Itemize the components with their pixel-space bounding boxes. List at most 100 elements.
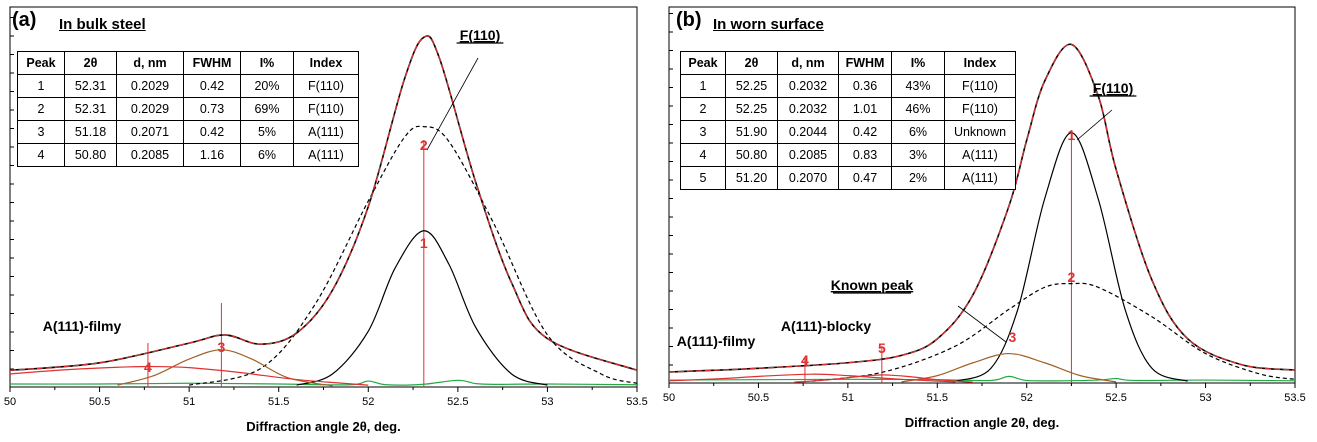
table-row: 1 52.31 0.2029 0.42 20% F(110) <box>17 74 359 98</box>
panel-b-x-tick-label: 53 <box>1199 392 1211 404</box>
table-header-row: Peak 2θ d, nm FWHM I% Index <box>680 51 1016 75</box>
panel-b-peak-number-5: 5 <box>878 340 886 356</box>
panel-b-annotation-leader <box>1076 109 1113 141</box>
table-header-cell: 2θ <box>725 51 778 75</box>
panel-b-residual-line <box>668 375 1296 382</box>
panel-a-x-tick-label: 51 <box>183 396 195 408</box>
table-cell: 52.25 <box>725 74 778 98</box>
panel-a-peak-table: Peak 2θ d, nm FWHM I% Index 1 52.31 0.2029 0.42 20… <box>17 51 359 167</box>
panel-b-x-tick-label: 52.5 <box>1105 392 1126 404</box>
table-header-cell: Peak <box>680 51 726 75</box>
table-header-cell: FWHM <box>838 51 892 75</box>
table-cell: 0.2032 <box>777 97 839 121</box>
table-cell: 0.2029 <box>116 74 184 98</box>
panel-b-x-tick-label: 52 <box>1021 392 1033 404</box>
table-cell: 46% <box>891 97 945 121</box>
table-cell: 6% <box>240 143 294 167</box>
table-cell: 0.47 <box>838 166 892 190</box>
table-cell: 0.2044 <box>777 120 839 144</box>
panel-a-peak-number-2: 2 <box>420 137 428 153</box>
panel-b-x-tick-label: 51 <box>842 392 854 404</box>
panel-b-annotation-leader <box>957 305 1007 343</box>
panel-b-fitted-envelope-line <box>668 43 1296 373</box>
table-cell: 20% <box>240 74 294 98</box>
table-cell: 52.25 <box>725 97 778 121</box>
table-header-cell: I% <box>891 51 945 75</box>
table-cell: 5 <box>680 166 726 190</box>
table-cell: 69% <box>240 97 294 121</box>
table-cell: 51.18 <box>64 120 117 144</box>
table-row: 4 50.80 0.2085 1.16 6% A(111) <box>17 143 359 167</box>
table-row: 2 52.25 0.2032 1.01 46% F(110) <box>680 97 1016 121</box>
table-cell: 4 <box>17 143 65 167</box>
table-cell: 0.73 <box>183 97 241 121</box>
panel-b-peak-1-curve <box>954 132 1188 382</box>
panel-a-annotation-leader <box>426 57 479 151</box>
panel-a-x-axis-label: Diffraction angle 2θ, deg. <box>246 419 400 434</box>
panel-b-x-tick-label: 50 <box>663 392 675 404</box>
table-cell: 0.83 <box>838 143 892 167</box>
table-cell: A(111) <box>944 166 1016 190</box>
table-cell: F(110) <box>293 74 359 98</box>
panel-b-peak-table: Peak 2θ d, nm FWHM I% Index 1 52.25 0.2032 0.36 43… <box>680 51 1016 190</box>
table-cell: 4 <box>680 143 726 167</box>
panel-a-peak-1-curve <box>296 230 548 386</box>
table-cell: 2% <box>891 166 945 190</box>
panel-a-residual-line <box>9 379 638 386</box>
table-row: 3 51.18 0.2071 0.42 5% A(111) <box>17 120 359 144</box>
table-cell: A(111) <box>293 143 359 167</box>
panel-a-peak-3-curve <box>117 349 333 387</box>
panel-a-peak-4-curve <box>9 365 369 386</box>
table-cell: 6% <box>891 120 945 144</box>
panel-b-peak-number-4: 4 <box>801 352 809 368</box>
table-cell: 5% <box>240 120 294 144</box>
table-row: 4 50.80 0.2085 0.83 3% A(111) <box>680 143 1016 167</box>
table-row: 5 51.20 0.2070 0.47 2% A(111) <box>680 166 1016 190</box>
panel-a-x-tick-label: 51.5 <box>268 396 289 408</box>
table-header-cell: d, nm <box>116 51 184 75</box>
panel-b-peak-3-curve <box>901 352 1117 383</box>
table-cell: 2 <box>17 97 65 121</box>
panel-b-x-tick-label: 50.5 <box>748 392 769 404</box>
table-cell: 3% <box>891 143 945 167</box>
panel-a-fitted-envelope-line <box>9 35 638 371</box>
table-cell: 50.80 <box>64 143 117 167</box>
panel-a-annotation: F(110) <box>460 27 500 43</box>
table-cell: 51.90 <box>725 120 778 144</box>
table-cell: 50.80 <box>725 143 778 167</box>
table-row: 1 52.25 0.2032 0.36 43% F(110) <box>680 74 1016 98</box>
panel-b-peak-4-curve <box>668 373 956 383</box>
table-cell: Unknown <box>944 120 1016 144</box>
table-header-cell: FWHM <box>183 51 241 75</box>
panel-a-x-tick-label: 50.5 <box>89 396 110 408</box>
panel-a-x-tick-label: 52.5 <box>447 396 468 408</box>
table-header-cell: 2θ <box>64 51 117 75</box>
table-header-cell: Index <box>944 51 1016 75</box>
panel-b-annotation: F(110) <box>1093 80 1133 96</box>
table-cell: 0.2032 <box>777 74 839 98</box>
panel-a-peak-2-curve <box>189 125 638 386</box>
table-cell: 0.2070 <box>777 166 839 190</box>
table-row: 3 51.90 0.2044 0.42 6% Unknown <box>680 120 1016 144</box>
panel-b-x-tick-label: 51.5 <box>927 392 948 404</box>
table-header-row: Peak 2θ d, nm FWHM I% Index <box>17 51 359 75</box>
table-cell: 52.31 <box>64 97 117 121</box>
panel-a-label: (a) <box>12 9 37 31</box>
panel-b-annotation: A(111)-blocky <box>781 318 871 334</box>
panel-a-x-tick-label: 53.5 <box>626 396 647 408</box>
table-header-cell: Peak <box>17 51 65 75</box>
panel-a-x-tick-label: 52 <box>362 396 374 408</box>
panel-b-annotation: Known peak <box>831 277 914 293</box>
panel-b-label: (b) <box>676 9 702 31</box>
table-cell: 0.42 <box>183 74 241 98</box>
table-cell: 1 <box>680 74 726 98</box>
panel-a-x-tick-label: 53 <box>541 396 553 408</box>
table-cell: 0.2029 <box>116 97 184 121</box>
panel-a-peak-number-1: 1 <box>420 235 428 251</box>
panel-b-peak-number-1: 1 <box>1068 127 1076 143</box>
table-cell: A(111) <box>293 120 359 144</box>
panel-b-peak-2-curve <box>812 282 1296 382</box>
panel-a-peak-number-4: 4 <box>144 359 152 375</box>
table-cell: 3 <box>680 120 726 144</box>
